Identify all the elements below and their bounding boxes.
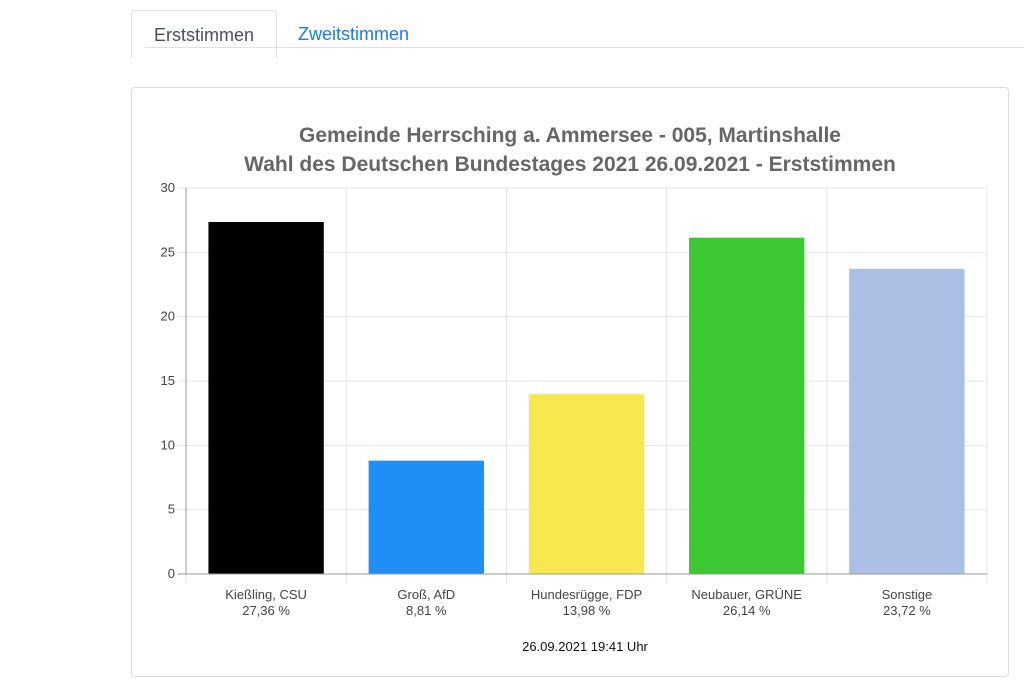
x-category-label: Groß, AfD — [397, 587, 455, 602]
y-tick-label: 0 — [168, 566, 175, 581]
timestamp-label: 26.09.2021 19:41 Uhr — [522, 639, 648, 654]
y-tick-label: 20 — [161, 309, 175, 324]
y-tick-label: 15 — [161, 373, 175, 388]
chart-title: Gemeinde Herrsching a. Ammersee - 005, M… — [299, 124, 841, 147]
tab-zweitstimmen[interactable]: Zweitstimmen — [298, 24, 410, 44]
chart-subtitle: Wahl des Deutschen Bundestages 2021 26.0… — [244, 153, 896, 176]
x-value-label: 13,98 % — [563, 603, 611, 618]
x-value-label: 23,72 % — [883, 603, 931, 618]
x-category-label: Hundesrügge, FDP — [531, 587, 642, 602]
tab-divider — [145, 47, 1024, 48]
tab-erststimmen[interactable]: Erststimmen — [131, 10, 277, 58]
x-category-label: Sonstige — [882, 587, 933, 602]
x-category-label: Kießling, CSU — [225, 587, 307, 602]
x-value-label: 27,36 % — [242, 603, 290, 618]
bar-5 — [849, 268, 965, 574]
bar-4 — [689, 237, 805, 574]
bar-3 — [528, 394, 645, 574]
chart-card: Gemeinde Herrsching a. Ammersee - 005, M… — [131, 87, 1009, 677]
y-tick-label: 10 — [161, 437, 175, 452]
x-category-label: Neubauer, GRÜNE — [691, 587, 802, 602]
tab-bar: Erststimmen Zweitstimmen — [131, 10, 1024, 58]
bar-chart: Gemeinde Herrsching a. Ammersee - 005, M… — [161, 124, 988, 654]
x-value-label: 8,81 % — [406, 603, 447, 618]
bar-1 — [208, 221, 324, 574]
y-tick-label: 5 — [168, 502, 175, 517]
bar-2 — [368, 460, 484, 574]
x-value-label: 26,14 % — [723, 603, 771, 618]
y-tick-label: 30 — [161, 180, 175, 195]
y-tick-label: 25 — [161, 244, 175, 259]
